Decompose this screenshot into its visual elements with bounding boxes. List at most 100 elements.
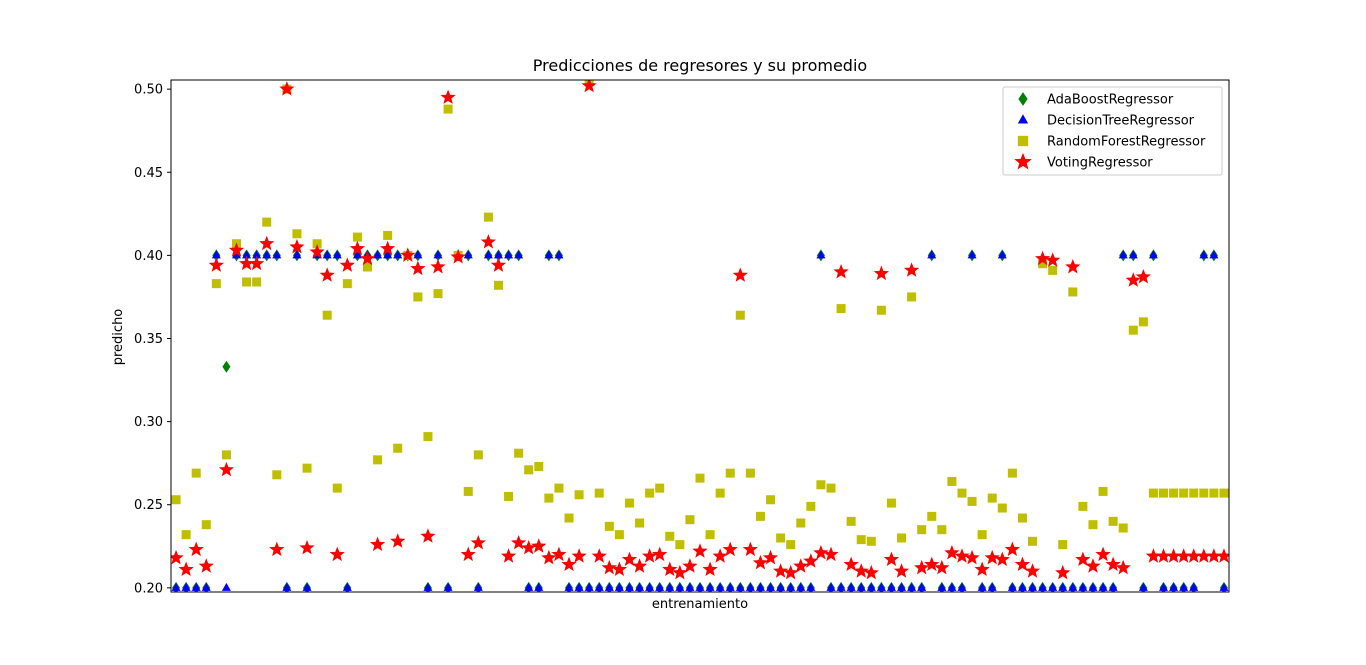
RandomForestRegressor-point-98	[1159, 488, 1169, 498]
DecisionTreeRegressor-point-73	[907, 582, 917, 591]
DecisionTreeRegressor-point-38	[554, 250, 564, 259]
RandomForestRegressor-point-33	[504, 491, 514, 501]
VotingRegressor-point-89	[1065, 259, 1081, 274]
DecisionTreeRegressor-point-79	[967, 250, 977, 259]
RandomForestRegressor-point-99	[1169, 488, 1179, 498]
RandomForestRegressor-point-64	[816, 480, 826, 490]
VotingRegressor-point-95	[1125, 272, 1141, 287]
legend-label-AdaBoostRegressor: AdaBoostRegressor	[1047, 93, 1174, 108]
VotingRegressor-point-86	[1034, 250, 1051, 266]
RandomForestRegressor-point-71	[886, 498, 896, 508]
DecisionTreeRegressor-point-46	[635, 582, 645, 591]
RandomForestRegressor-point-65	[826, 483, 836, 493]
RandomForestRegressor-point-75	[927, 511, 937, 521]
RandomForestRegressor-point-13	[302, 463, 312, 473]
VotingRegressor-point-14	[309, 244, 325, 259]
RandomForestRegressor-point-55	[725, 468, 735, 478]
legend: AdaBoostRegressor DecisionTreeRegressor Ra…	[1002, 86, 1223, 176]
VotingRegressor-point-70	[873, 265, 889, 281]
VotingRegressor-point-73	[903, 262, 920, 277]
VotingRegressor-point-13	[299, 539, 315, 555]
RandomForestRegressor-point-27	[443, 104, 453, 114]
VotingRegressor-point-100	[1176, 548, 1192, 563]
DecisionTreeRegressor-point-31	[483, 250, 493, 259]
VotingRegressor-point-92	[1095, 546, 1111, 562]
VotingRegressor-point-72	[893, 563, 910, 578]
VotingRegressor-point-79	[964, 549, 980, 565]
RandomForestRegressor-point-29	[463, 486, 473, 496]
RandomForestRegressor-point-40	[574, 490, 584, 500]
VotingRegressor-point-82	[994, 551, 1010, 567]
DecisionTreeRegressor-point-17	[342, 582, 352, 591]
RandomForestRegressor-point-14	[312, 239, 322, 249]
RandomForestRegressor-point-12	[292, 229, 302, 239]
VotingRegressor-point-2	[188, 541, 204, 557]
RandomForestRegressor-point-16	[332, 483, 342, 493]
VotingRegressor-point-1	[178, 561, 194, 577]
RandomForestRegressor-point-87	[1048, 265, 1058, 275]
VotingRegressor-point-21	[380, 240, 396, 256]
RandomForestRegressor-point-42	[594, 488, 604, 498]
VotingRegressor-point-12	[289, 239, 305, 254]
VotingRegressor-point-63	[803, 553, 819, 568]
VotingRegressor-point-98	[1155, 548, 1172, 563]
DecisionTreeRegressor-point-70	[876, 582, 886, 591]
VotingRegressor-point-103	[1206, 548, 1222, 563]
DecisionTreeRegressor-point-75	[927, 250, 937, 259]
RandomForestRegressor-point-57	[745, 468, 755, 478]
DecisionTreeRegressor-point-67	[846, 582, 856, 591]
RandomForestRegressor-point-46	[635, 518, 645, 528]
plot-marks	[171, 80, 1229, 592]
RandomForestRegressor-point-62	[796, 518, 806, 528]
VotingRegressor-point-91	[1085, 558, 1101, 573]
RandomForestRegressor-point-68	[856, 535, 866, 545]
VotingRegressor-point-17	[339, 257, 355, 272]
DecisionTreeRegressor-point-51	[685, 582, 695, 591]
VotingRegressor-point-53	[702, 561, 718, 577]
VotingRegressor-point-39	[561, 556, 577, 572]
VotingRegressor-point-51	[682, 558, 698, 573]
DecisionTreeRegressor-point-30	[473, 582, 483, 591]
VotingRegressor-point-26	[430, 259, 446, 274]
DecisionTreeRegressor-point-8	[252, 250, 262, 259]
DecisionTreeRegressor-point-42	[594, 582, 604, 591]
RandomForestRegressor-point-7	[242, 277, 252, 287]
VotingRegressor-point-38	[551, 546, 567, 562]
DecisionTreeRegressor-point-100	[1179, 582, 1189, 591]
RandomForestRegressor-point-15	[322, 310, 332, 320]
RandomForestRegressor-point-20	[373, 455, 383, 465]
RandomForestRegressor-point-97	[1148, 488, 1158, 498]
DecisionTreeRegressor-point-88	[1058, 582, 1068, 591]
DecisionTreeRegressor-point-4	[211, 250, 221, 259]
VotingRegressor-point-25	[420, 528, 436, 543]
RandomForestRegressor-point-103	[1209, 488, 1219, 498]
DecisionTreeRegressor-point-35	[524, 582, 534, 591]
DecisionTreeRegressor-point-83	[1007, 582, 1017, 591]
RandomForestRegressor-point-32	[493, 280, 503, 290]
RandomForestRegressor-point-36	[534, 461, 544, 471]
RandomForestRegressor-point-21	[383, 230, 393, 240]
VotingRegressor-point-27	[440, 89, 456, 104]
RandomForestRegressor-point-89	[1068, 287, 1078, 297]
RandomForestRegressor-point-38	[554, 483, 564, 493]
VotingRegressor-point-102	[1196, 548, 1212, 563]
plot-frame	[170, 79, 1230, 593]
legend-label-VotingRegressor: VotingRegressor	[1047, 156, 1153, 171]
RandomForestRegressor-point-49	[665, 531, 675, 541]
DecisionTreeRegressor-point-29	[463, 250, 473, 259]
VotingRegressor-point-20	[369, 536, 386, 552]
VotingRegressor-point-6	[228, 242, 245, 257]
VotingRegressor-point-93	[1105, 556, 1121, 572]
DecisionTreeRegressor-point-96	[1138, 582, 1148, 591]
DecisionTreeRegressor-point-39	[564, 582, 574, 591]
y-tick-label: 0.45	[134, 166, 163, 181]
DecisionTreeRegressor-point-77	[947, 582, 957, 591]
RandomForestRegressor-point-51	[685, 515, 695, 525]
DecisionTreeRegressor-point-76	[937, 582, 947, 591]
RandomForestRegressor-point-26	[433, 289, 443, 299]
VotingRegressor-point-24	[410, 260, 426, 276]
RandomForestRegressor-point-44	[614, 530, 624, 540]
DecisionTreeRegressor-point-81	[987, 582, 997, 591]
VotingRegressor-point-56	[732, 267, 748, 282]
DecisionTreeRegressor-point-59	[766, 582, 776, 591]
